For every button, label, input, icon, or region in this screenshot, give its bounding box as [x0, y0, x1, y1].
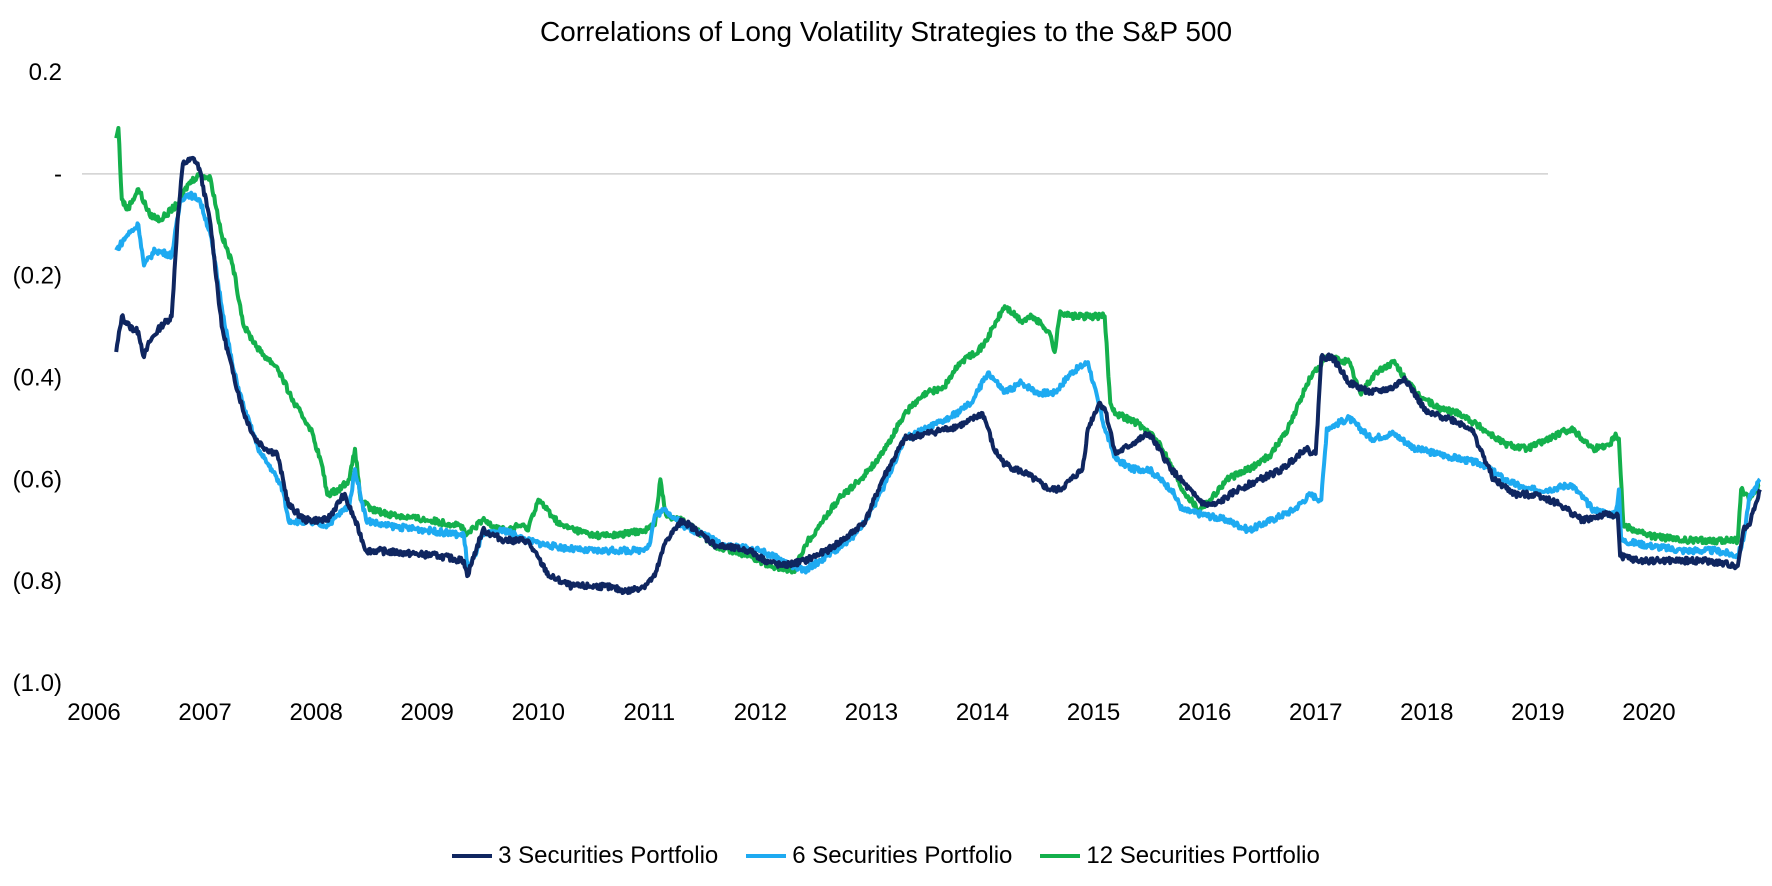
legend-swatch — [452, 854, 493, 858]
legend-item: 12 Securities Portfolio — [1040, 842, 1320, 870]
y-tick-label: (0.4) — [13, 365, 62, 392]
legend-label: 3 Securities Portfolio — [498, 842, 719, 869]
x-tick-label: 2016 — [1178, 699, 1231, 726]
x-tick-label: 2013 — [845, 699, 898, 726]
x-tick-label: 2008 — [289, 699, 342, 726]
x-tick-label: 2010 — [512, 699, 565, 726]
y-tick-label: (0.2) — [13, 263, 62, 290]
series-line-3 — [114, 126, 1762, 575]
y-tick-label: (0.8) — [13, 568, 62, 595]
y-tick-label: (0.6) — [13, 466, 62, 493]
x-tick-label: 2007 — [178, 699, 231, 726]
legend-label: 12 Securities Portfolio — [1086, 842, 1320, 869]
legend-item: 3 Securities Portfolio — [452, 842, 718, 870]
x-tick-label: 2011 — [624, 699, 676, 726]
x-tick-label: 2009 — [401, 699, 454, 726]
y-tick-label: 0.2 — [29, 59, 62, 86]
x-tick-label: 2018 — [1400, 699, 1453, 726]
series-line-1 — [114, 155, 1762, 595]
y-tick-label: - — [54, 161, 62, 188]
x-tick-label: 2015 — [1067, 699, 1120, 726]
x-tick-label: 2012 — [734, 699, 787, 726]
chart-title: Correlations of Long Volatility Strategi… — [539, 16, 1233, 47]
x-tick-label: 2019 — [1511, 699, 1564, 726]
legend-swatch — [1040, 854, 1081, 858]
legend-swatch — [746, 854, 787, 858]
series-line-2 — [114, 190, 1762, 575]
x-tick-label: 2006 — [67, 699, 120, 726]
x-tick-label: 2020 — [1622, 699, 1675, 726]
chart-legend: 3 Securities Portfolio 6 Securities Portf… — [0, 838, 1772, 874]
legend-item: 6 Securities Portfolio — [746, 842, 1012, 870]
x-tick-label: 2014 — [956, 699, 1009, 726]
y-tick-label: (1.0) — [13, 670, 62, 697]
legend-label: 6 Securities Portfolio — [792, 842, 1013, 869]
x-tick-label: 2017 — [1289, 699, 1342, 726]
